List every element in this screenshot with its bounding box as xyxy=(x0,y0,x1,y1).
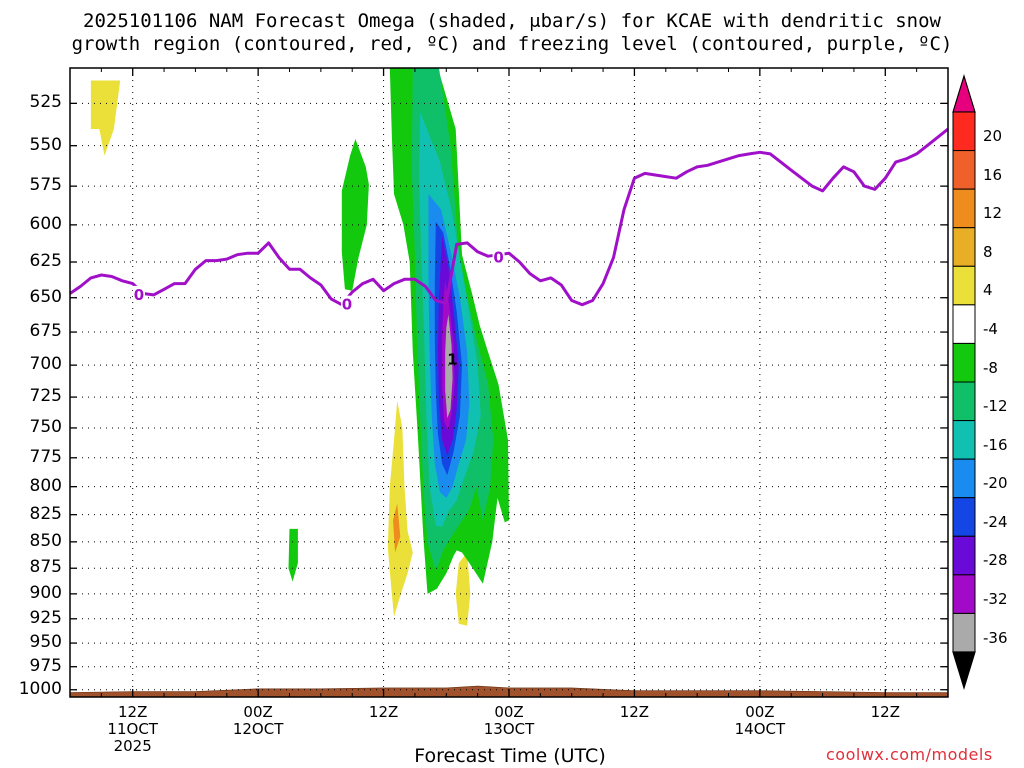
x-tick-label-line: 00Z xyxy=(745,703,775,721)
x-tick-label-line: 2025 xyxy=(113,737,152,755)
y-tick-label: 525 xyxy=(29,92,62,113)
y-tick-label: 900 xyxy=(29,582,62,603)
x-axis-title: Forecast Time (UTC) xyxy=(414,745,606,767)
freezing-level-label-2: 0 xyxy=(493,249,503,267)
colorbar-label: -20 xyxy=(983,474,1008,493)
colorbar xyxy=(952,73,976,691)
y-tick-label: 950 xyxy=(29,632,62,653)
x-tick-label-line: 12Z xyxy=(368,703,399,721)
colorbar-band-2 xyxy=(952,188,976,229)
x-tick-label: 12Z 11OCT 2025 xyxy=(88,704,178,755)
colorbar-label: -24 xyxy=(983,512,1008,531)
omega-band-gray xyxy=(445,314,453,419)
colorbar-label: -32 xyxy=(983,589,1008,608)
y-tick-label: 925 xyxy=(29,607,62,628)
x-tick-label-line: 12Z xyxy=(619,703,650,721)
colorbar-label: -36 xyxy=(983,628,1008,647)
x-tick-label-line: 13OCT xyxy=(483,720,535,738)
freezing-level-label-1: 0 xyxy=(342,296,352,314)
colorbar-bottom-arrow xyxy=(952,651,976,691)
colorbar-label: 12 xyxy=(983,204,1003,223)
y-tick-label: 600 xyxy=(29,213,62,234)
x-tick-label: 12Z xyxy=(589,704,679,721)
omega-minimum-label: 1 xyxy=(447,351,457,369)
grid-lines xyxy=(70,68,948,697)
colorbar-band-9 xyxy=(952,458,976,499)
x-tick-label-line: 00Z xyxy=(494,703,524,721)
colorbar-label: -12 xyxy=(983,397,1008,416)
omega-region-negative-low-left xyxy=(288,528,298,582)
freezing-level-line xyxy=(69,127,949,307)
x-tick-label: 00Z 14OCT xyxy=(715,704,805,738)
colorbar-band-8 xyxy=(952,420,976,460)
freezing-label-bg-2 xyxy=(492,248,505,265)
colorbar-band-13 xyxy=(952,612,976,653)
colorbar-label: 4 xyxy=(983,281,993,300)
omega-region-positive-low-core xyxy=(393,503,401,553)
colorbar-band-12 xyxy=(952,574,976,614)
y-tick-label: 700 xyxy=(29,354,62,375)
omega-region-positive-top-left xyxy=(90,80,121,156)
colorbar-label: 16 xyxy=(983,165,1003,184)
x-tick-label-line: 12Z xyxy=(118,703,148,721)
chart-title-line-1: 2025101106 NAM Forecast Omega (shaded, μ… xyxy=(83,10,941,32)
x-tick-label-line: 12Z xyxy=(870,703,900,721)
colorbar-label: 20 xyxy=(983,127,1003,146)
omega-region-negative-mid-left xyxy=(341,139,369,291)
freezing-label-bg-0 xyxy=(132,285,145,302)
colorbar-top-arrow xyxy=(952,73,976,113)
y-tick-label: 550 xyxy=(29,134,62,155)
colorbar-band-11 xyxy=(952,535,976,576)
colorbar-label: -28 xyxy=(983,551,1008,570)
y-tick-label: 650 xyxy=(29,286,62,307)
omega-shading-layer: 1 xyxy=(90,68,509,626)
x-tick-label: 00Z 12OCT xyxy=(213,704,303,738)
x-tick-label: 12Z xyxy=(339,704,429,721)
y-tick-label: 1000 xyxy=(18,678,62,699)
y-tick-label: 800 xyxy=(29,475,62,496)
y-tick-label: 625 xyxy=(29,251,62,271)
freezing-level-contour: 0 0 0 xyxy=(69,127,949,314)
y-tick-label: 675 xyxy=(29,321,62,342)
y-tick-label: 775 xyxy=(29,446,62,467)
chart-title-line-2: growth region (contoured, red, ºC) and f… xyxy=(71,33,953,55)
colorbar-band-6 xyxy=(952,342,976,383)
x-tick-label-line: 12OCT xyxy=(232,720,284,738)
x-tick-label-line: 00Z xyxy=(243,703,273,721)
colorbar-band-5 xyxy=(952,304,976,344)
freezing-level-label-0: 0 xyxy=(134,286,144,304)
colorbar-band-3 xyxy=(952,227,976,267)
colorbar-band-4 xyxy=(952,265,976,306)
x-tick-label-line: 14OCT xyxy=(734,720,786,738)
x-tick-label: 12Z xyxy=(840,704,930,721)
y-tick-label: 850 xyxy=(29,530,62,551)
colorbar-label: -16 xyxy=(983,435,1008,454)
omega-region-positive-low xyxy=(387,400,413,617)
site-credit[interactable]: coolwx.com/models xyxy=(826,745,993,764)
y-tick-label: 825 xyxy=(29,503,62,524)
colorbar-label: -4 xyxy=(983,319,998,338)
y-tick-label: 575 xyxy=(29,175,62,196)
colorbar-band-1 xyxy=(952,150,976,190)
colorbar-label: -8 xyxy=(983,358,998,377)
colorbar-band-7 xyxy=(952,381,976,422)
y-tick-label: 725 xyxy=(29,386,62,407)
colorbar-band-0 xyxy=(952,111,976,152)
y-tick-label: 975 xyxy=(29,655,62,676)
freezing-label-bg-1 xyxy=(340,295,353,312)
x-tick-label: 00Z 13OCT xyxy=(464,704,554,738)
y-tick-label: 875 xyxy=(29,557,62,578)
colorbar-band-10 xyxy=(952,497,976,537)
omega-region-positive-bottom xyxy=(455,552,471,626)
colorbar-label: 8 xyxy=(983,242,993,261)
x-tick-label-line: 11OCT xyxy=(107,720,158,738)
y-tick-label: 750 xyxy=(29,416,62,437)
plot-frame xyxy=(69,67,949,698)
